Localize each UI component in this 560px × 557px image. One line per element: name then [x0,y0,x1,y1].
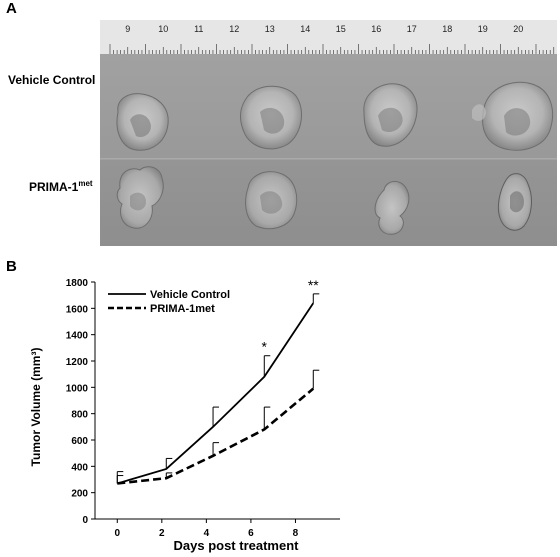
ruler-number: 14 [300,24,310,34]
y-tick-label: 400 [71,462,88,473]
tumor-prima-2 [245,171,298,230]
significance-marker: * [262,339,268,355]
y-tick-label: 1800 [66,278,89,289]
y-tick-label: 1600 [66,304,89,315]
y-tick-label: 1000 [66,383,89,394]
y-tick-label: 0 [82,515,88,526]
ruler-number: 13 [265,24,275,34]
series-line-vehicle [117,302,315,485]
x-tick-label: 6 [248,528,254,539]
legend-label: PRIMA-1met [150,303,215,315]
row-label-prima-base: PRIMA-1 [29,180,79,194]
chart-series: *** [116,277,320,485]
ruler-number: 18 [442,24,452,34]
x-axis-label: Days post treatment [174,538,300,553]
chart-legend: Vehicle Control PRIMA-1met [108,289,230,315]
y-tick-label: 800 [71,410,88,421]
tumor-prima-1 [116,166,164,229]
y-tick-label: 1400 [66,331,89,342]
tumor-vehicle-3 [363,83,418,147]
panel-b-letter: B [6,258,17,275]
tumor-volume-chart: 0 200 400 600 800 1000 1200 1400 1600 1800 0 2 4 6 8 *… [29,277,340,553]
legend-label: Vehicle Control [150,289,230,301]
ruler-number: 10 [158,24,168,34]
x-tick-label: 0 [114,528,120,539]
ruler-number: 11 [194,24,203,34]
chart-axes: 0 200 400 600 800 1000 1200 1400 1600 1800 0 2 4 6 8 [66,278,340,539]
tumor-prima-4 [497,173,532,231]
tumor-photo: 9 10 11 12 13 14 15 16 17 18 19 20 [100,20,557,246]
panel-a-letter: A [6,0,17,17]
row-label-prima-sup: met [78,179,93,188]
ruler-number: 20 [513,24,523,34]
tumor-photo-drawing: 9 10 11 12 13 14 15 16 17 18 19 20 [100,20,557,246]
significance-marker: ** [308,277,319,293]
row-label-prima: PRIMA-1met [29,179,93,194]
ruler-number: 17 [407,24,417,34]
x-tick-label: 4 [204,528,210,539]
row-label-vehicle: Vehicle Control [8,73,96,87]
ruler-number: 19 [478,24,488,34]
y-tick-label: 200 [71,489,88,500]
x-tick-label: 2 [159,528,165,539]
tumor-vehicle-2 [240,85,303,150]
tumor-vehicle-1 [116,93,169,151]
y-axis-label: Tumor Volume (mm³) [29,348,43,467]
y-tick-label: 1200 [66,357,89,368]
y-tick-label: 600 [71,436,88,447]
ruler-number: 16 [371,24,381,34]
ruler [100,20,557,54]
x-tick-label: 8 [293,528,299,539]
ruler-number: 15 [336,24,346,34]
series-line-prima [117,387,315,485]
tumor-prima-3 [374,181,410,235]
ruler-number: 9 [125,24,130,34]
ruler-number: 12 [229,24,239,34]
tumor-vehicle-4 [472,81,554,151]
